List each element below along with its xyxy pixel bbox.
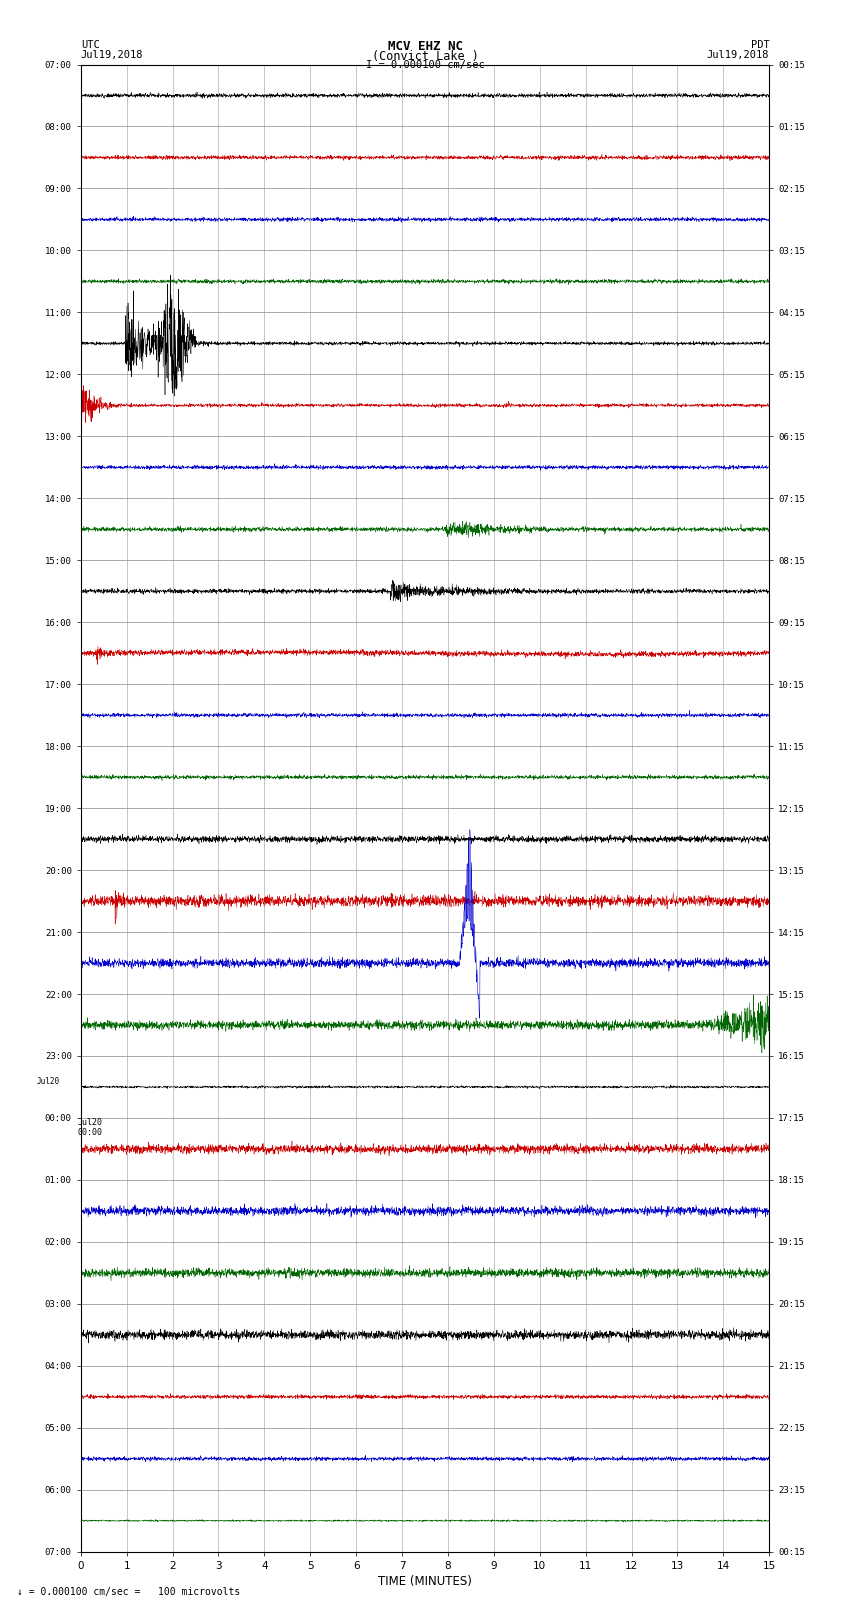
Text: ↓ = 0.000100 cm/sec =   100 microvolts: ↓ = 0.000100 cm/sec = 100 microvolts — [17, 1587, 241, 1597]
Text: Jul19,2018: Jul19,2018 — [706, 50, 769, 60]
X-axis label: TIME (MINUTES): TIME (MINUTES) — [378, 1574, 472, 1587]
Text: Jul20: Jul20 — [37, 1077, 60, 1086]
Text: Jul20
00:00: Jul20 00:00 — [77, 1118, 102, 1137]
Text: (Convict Lake ): (Convict Lake ) — [371, 50, 479, 63]
Text: I = 0.000100 cm/sec: I = 0.000100 cm/sec — [366, 60, 484, 69]
Text: PDT: PDT — [751, 40, 769, 50]
Text: MCV EHZ NC: MCV EHZ NC — [388, 40, 462, 53]
Text: Jul19,2018: Jul19,2018 — [81, 50, 144, 60]
Text: UTC: UTC — [81, 40, 99, 50]
